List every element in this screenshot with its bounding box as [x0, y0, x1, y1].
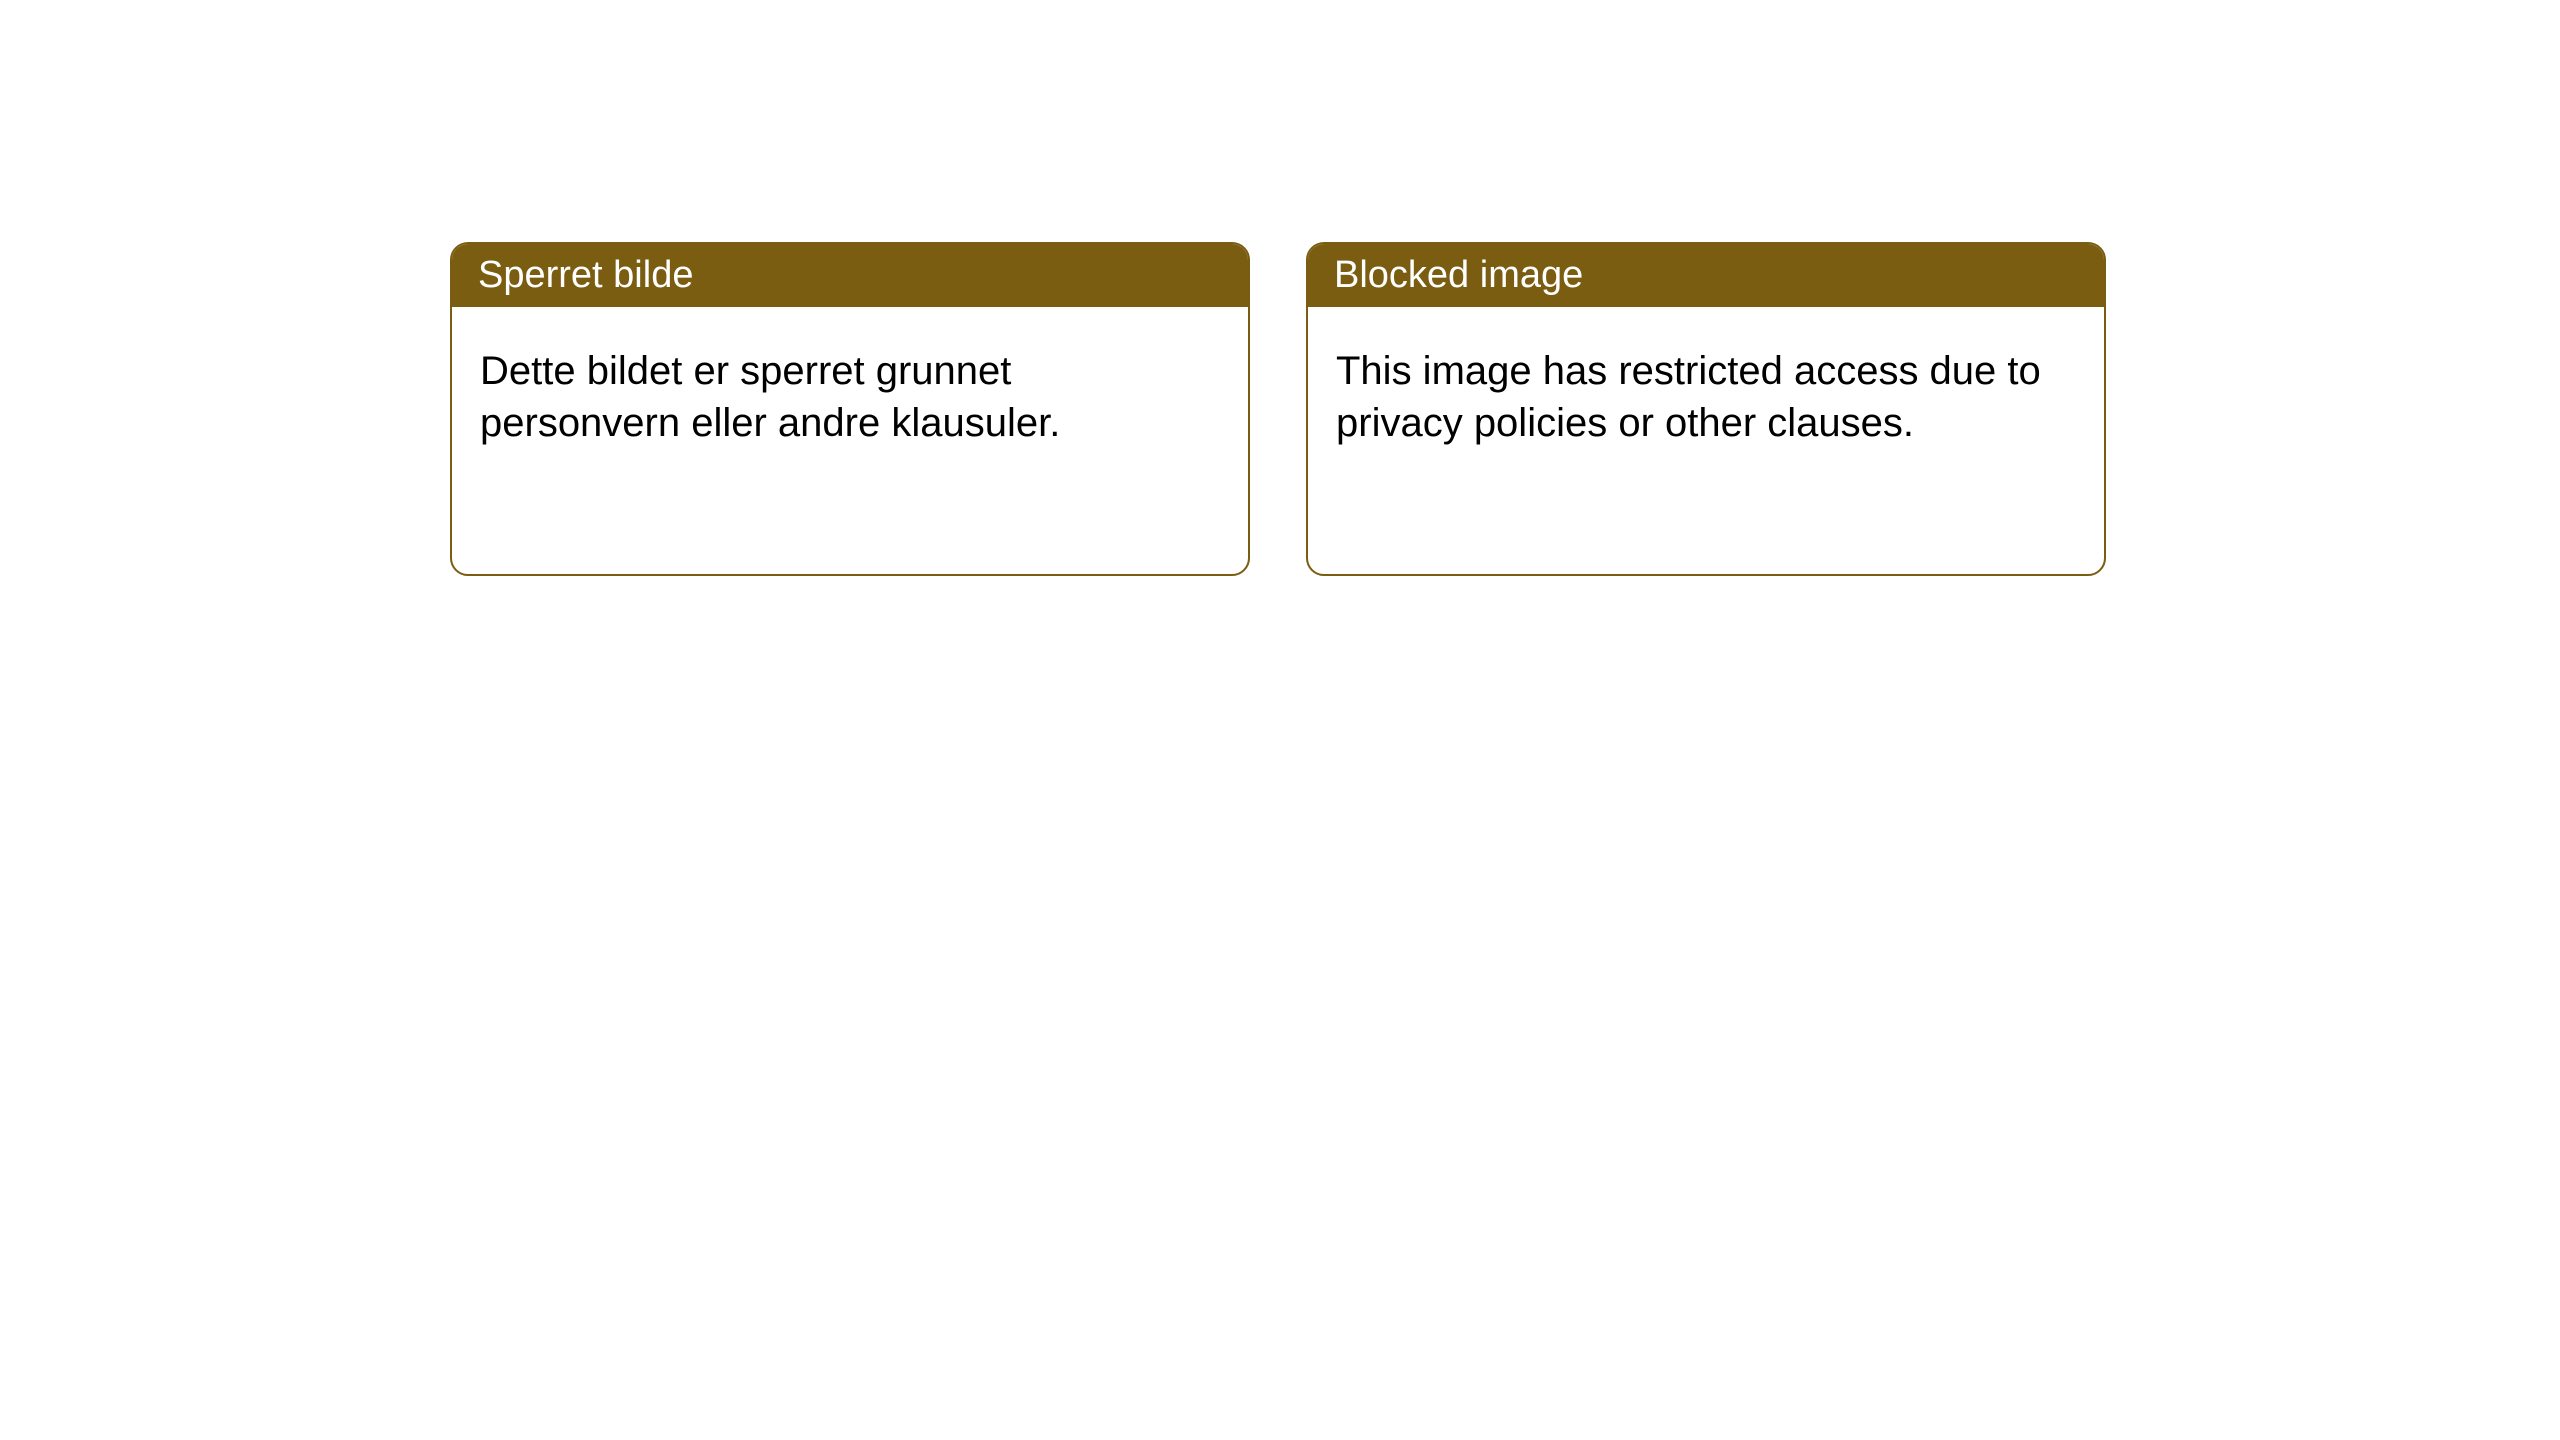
- card-body-text: Dette bildet er sperret grunnet personve…: [480, 349, 1060, 445]
- notice-container: Sperret bilde Dette bildet er sperret gr…: [0, 0, 2560, 576]
- card-header-text: Blocked image: [1334, 254, 1583, 296]
- card-body: Dette bildet er sperret grunnet personve…: [452, 307, 1248, 487]
- blocked-image-card-en: Blocked image This image has restricted …: [1306, 242, 2106, 576]
- card-body: This image has restricted access due to …: [1308, 307, 2104, 487]
- card-header: Blocked image: [1308, 244, 2104, 307]
- card-body-text: This image has restricted access due to …: [1336, 349, 2041, 445]
- blocked-image-card-no: Sperret bilde Dette bildet er sperret gr…: [450, 242, 1250, 576]
- card-header-text: Sperret bilde: [478, 254, 693, 296]
- card-header: Sperret bilde: [452, 244, 1248, 307]
